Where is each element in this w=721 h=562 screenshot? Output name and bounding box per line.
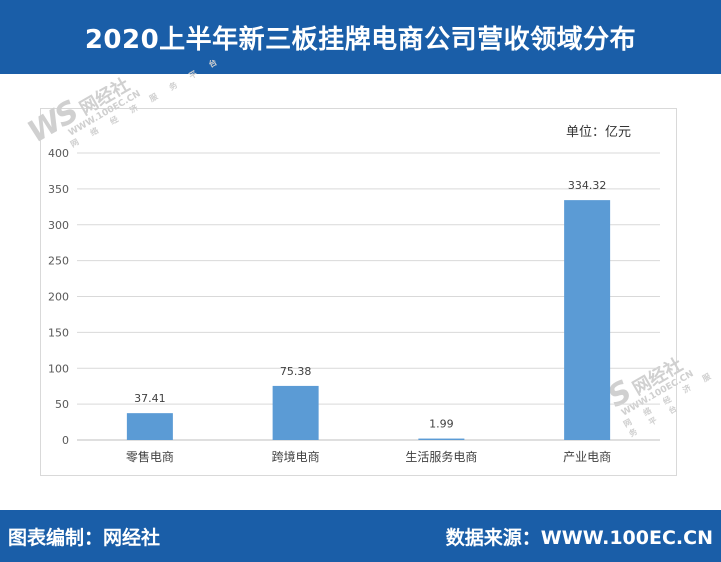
y-tick-label: 300	[48, 219, 69, 232]
bar	[564, 200, 611, 440]
x-tick-label: 零售电商	[126, 449, 174, 464]
footer-source: 数据来源：WWW.100EC.CN	[445, 527, 713, 549]
x-tick-label: 产业电商	[563, 449, 611, 464]
y-tick-label: 0	[62, 434, 69, 447]
unit-label: 单位：亿元	[566, 125, 632, 140]
y-tick-label: 350	[48, 183, 69, 196]
x-tick-label: 跨境电商	[272, 449, 320, 464]
y-tick-label: 50	[55, 398, 69, 411]
y-tick-label: 250	[48, 255, 69, 268]
data-label: 37.41	[134, 392, 166, 405]
footer-banner: 图表编制：网经社 数据来源：WWW.100EC.CN	[0, 510, 721, 562]
bar	[272, 385, 319, 440]
bar	[418, 438, 465, 440]
chart-title: 2020上半年新三板挂牌电商公司营收领域分布	[84, 24, 637, 55]
chart-title-banner: 2020上半年新三板挂牌电商公司营收领域分布	[0, 0, 721, 74]
bar	[126, 413, 173, 440]
y-tick-label: 100	[48, 362, 69, 375]
y-tick-label: 400	[48, 147, 69, 160]
y-tick-label: 200	[48, 291, 69, 304]
data-label: 75.38	[280, 365, 312, 378]
x-tick-label: 生活服务电商	[405, 449, 477, 464]
data-label: 1.99	[429, 418, 454, 431]
y-tick-label: 150	[48, 326, 69, 339]
data-label: 334.32	[568, 179, 607, 192]
footer-credit: 图表编制：网经社	[8, 527, 161, 549]
